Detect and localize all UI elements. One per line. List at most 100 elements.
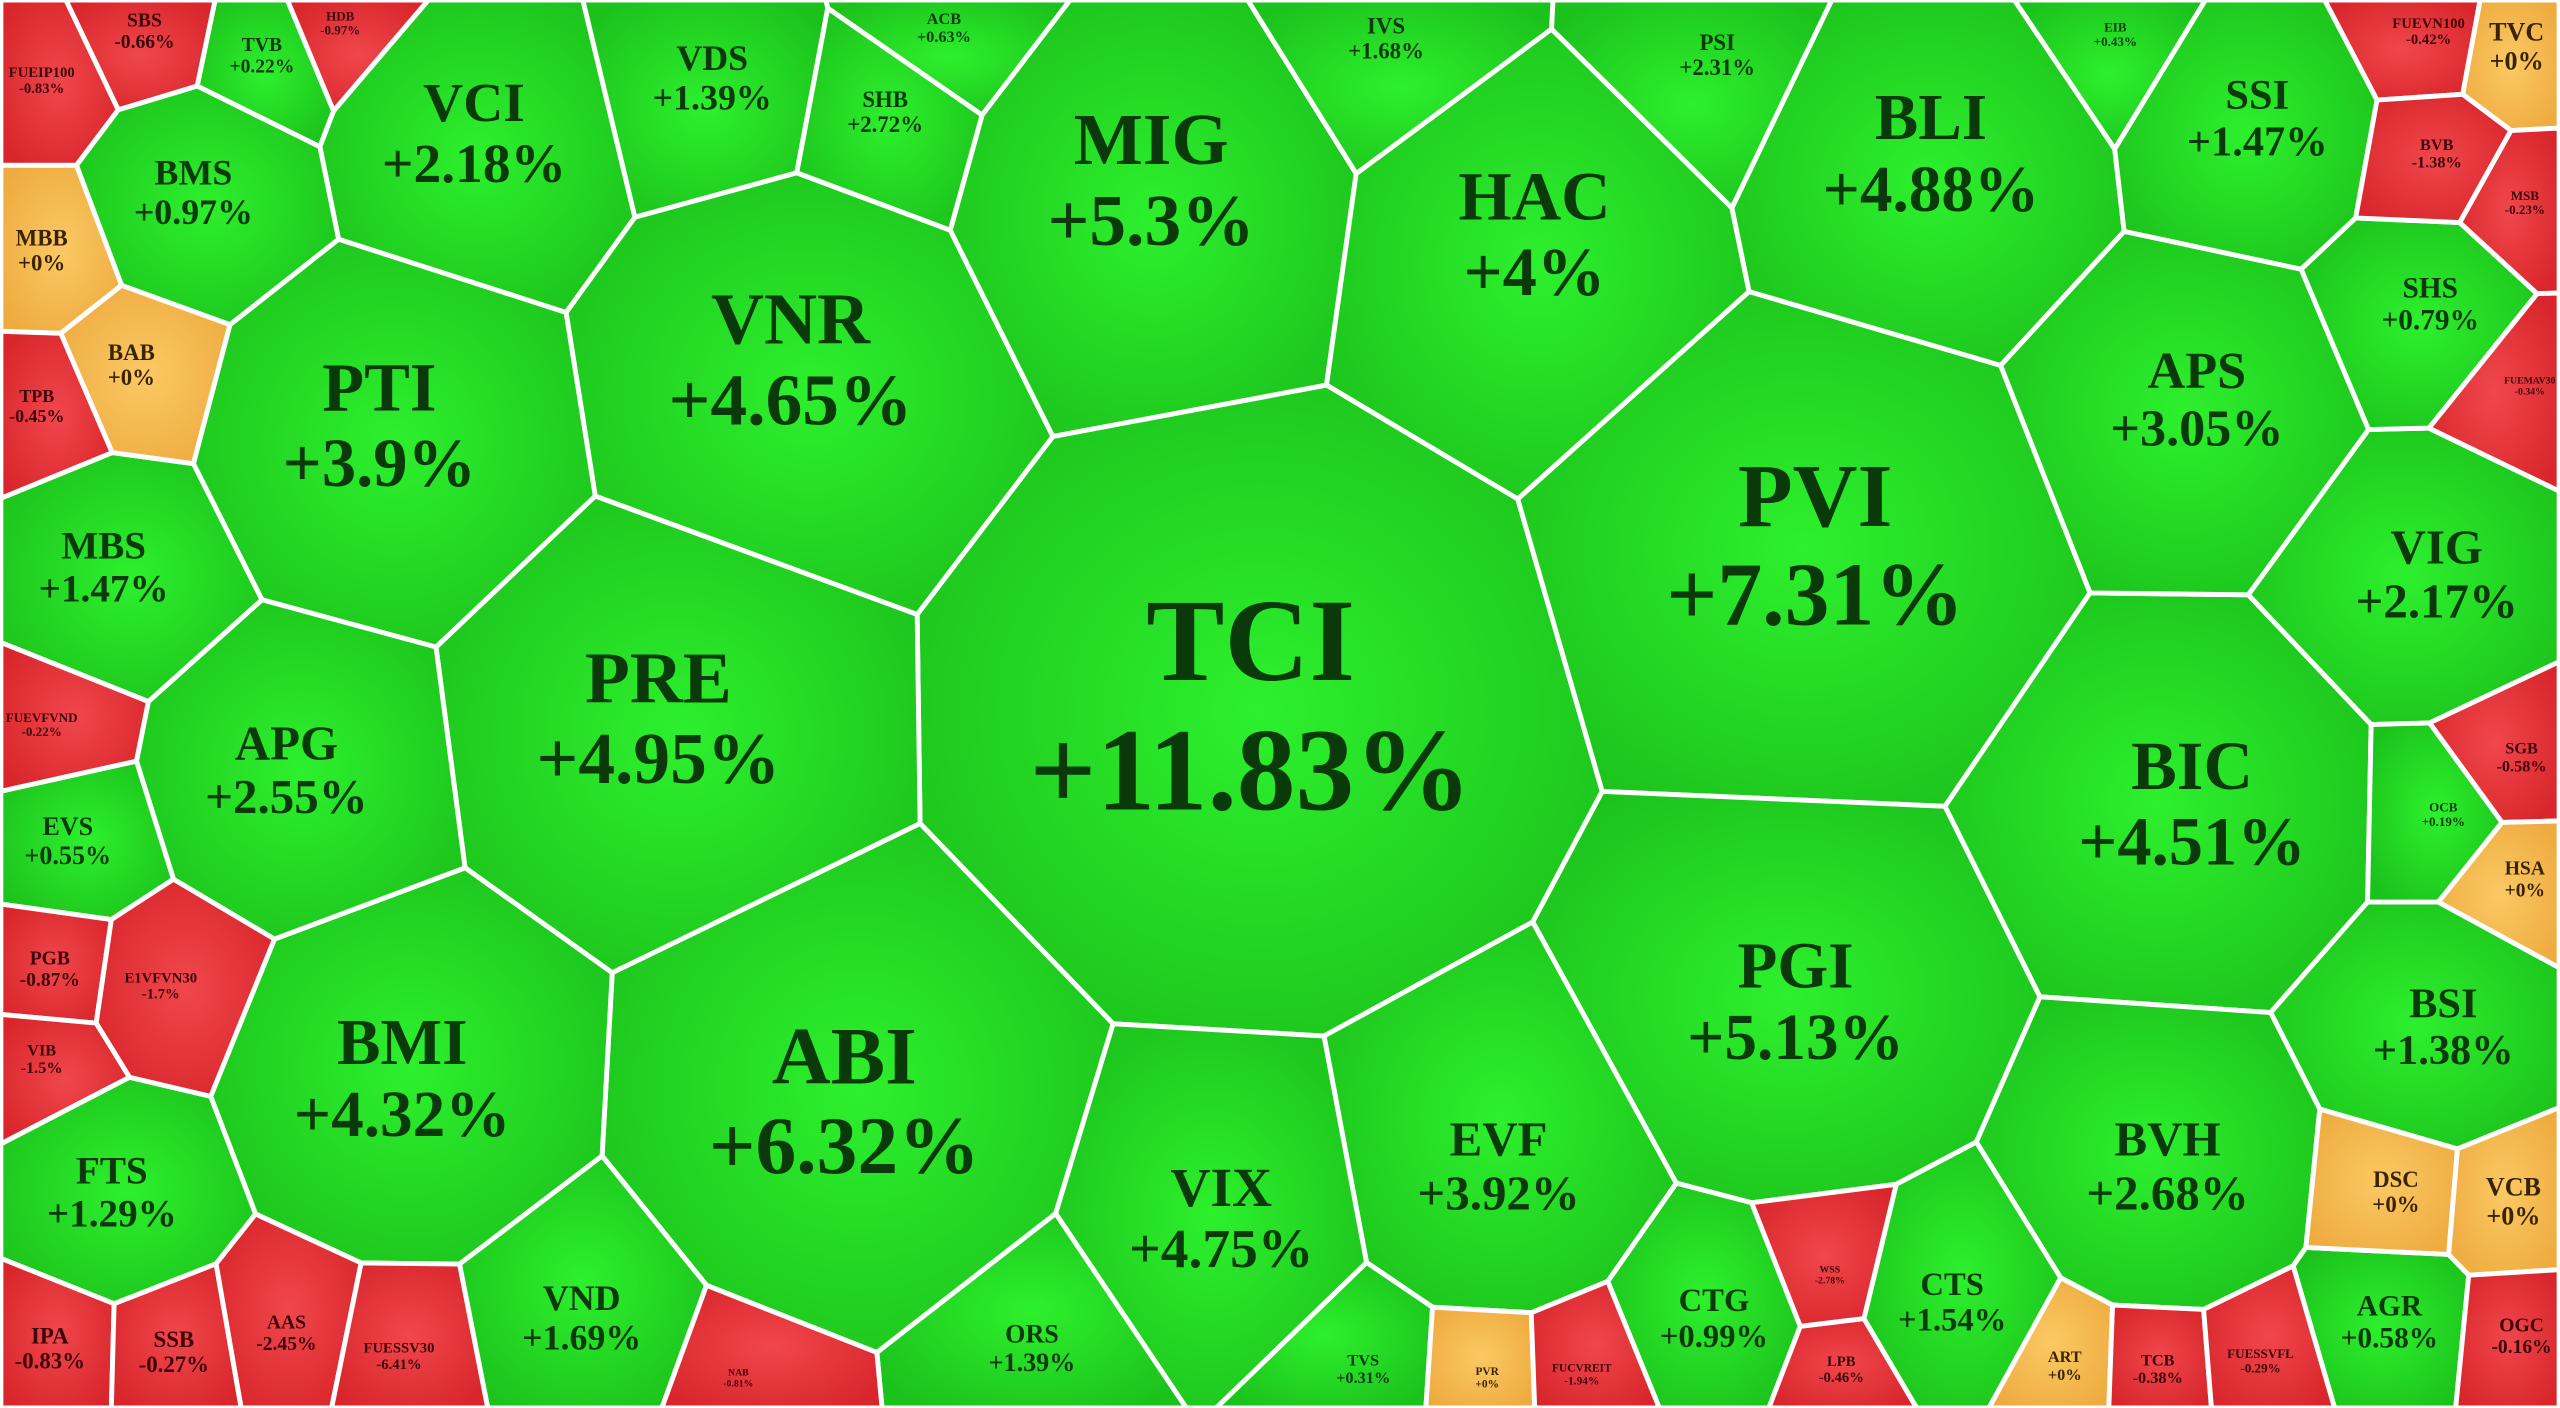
ticker: SSI [2225, 72, 2289, 119]
change: +1.39% [989, 1348, 1076, 1377]
ticker: PTI [322, 349, 436, 425]
cell [1423, 1304, 1538, 1408]
change: -0.42% [2406, 32, 2451, 48]
ticker: E1VFVN30 [125, 970, 198, 986]
ticker: CTG [1679, 1283, 1750, 1319]
cell [0, 640, 151, 794]
ticker: BSI [2409, 981, 2477, 1028]
cell-label: SSB-0.27% [139, 1327, 209, 1377]
change: +4.32% [294, 1079, 511, 1151]
cell-label: AGR+0.58% [2341, 1290, 2438, 1354]
change: -0.46% [1819, 1370, 1864, 1386]
ticker: IVS [1367, 13, 1405, 38]
cell-label: APG+2.55% [205, 715, 367, 824]
change: +1.47% [2187, 118, 2328, 165]
cell-label: ART+0% [2048, 1347, 2082, 1384]
cell-label: SBS-0.66% [114, 10, 174, 53]
cell [2435, 818, 2560, 971]
cell-label: ACB+0.63% [917, 9, 971, 46]
cell [2446, 1105, 2560, 1278]
change: +5.3% [1048, 180, 1255, 261]
cell-label: FUEVN100-0.42% [2392, 16, 2465, 48]
cell-label: HSA+0% [2505, 859, 2546, 902]
cell-label: FUEIP100-0.83% [9, 65, 75, 97]
change: +4.75% [1129, 1218, 1313, 1279]
ticker: EIB [2104, 20, 2127, 35]
cell-label: SHB+2.72% [847, 87, 923, 137]
change: +0.55% [24, 841, 111, 870]
change: -1.38% [2412, 153, 2462, 172]
change: -0.81% [723, 1378, 753, 1389]
change: -0.16% [2491, 1337, 2551, 1358]
cell-label: VDS+1.39% [653, 38, 772, 117]
cell [329, 1260, 491, 1408]
cell [0, 328, 115, 501]
cell-label: VNR+4.65% [669, 279, 913, 441]
change: +2.55% [205, 769, 367, 824]
cell-label: LPB-0.46% [1819, 1354, 1864, 1386]
cell-shape [329, 1260, 491, 1408]
cell-label: DSC+0% [2372, 1167, 2419, 1217]
change: +0% [2048, 1365, 2082, 1384]
cell-shape [2201, 1263, 2338, 1408]
cell-label: VCI+2.18% [382, 72, 566, 194]
ticker: PGI [1738, 930, 1854, 1002]
cell-label: PGI+5.13% [1687, 930, 1904, 1074]
ticker: FUEVN100 [2392, 16, 2465, 32]
change: +0% [2486, 1201, 2540, 1230]
cell-label: FUESSVFL-0.29% [2227, 1346, 2294, 1375]
cell-shape [2457, 125, 2560, 297]
change: -0.34% [2515, 386, 2545, 397]
ticker: MIG [1074, 99, 1229, 180]
cell-label: TCI+11.83% [1030, 576, 1472, 835]
ticker: BVB [2420, 135, 2454, 154]
ticker: VNR [711, 279, 871, 360]
ticker: BMS [155, 152, 233, 192]
cell [659, 1282, 885, 1408]
change: +6.32% [709, 1100, 980, 1191]
change: +0.19% [2422, 814, 2465, 829]
cell-label: FUESSV30-6.41% [364, 1341, 435, 1373]
cell-label: EVS+0.55% [24, 812, 111, 870]
cell-label: BSI+1.38% [2373, 981, 2514, 1075]
cell-label: VIG+2.17% [2356, 520, 2518, 629]
cell-label: PVR+0% [1475, 1366, 1499, 1391]
ticker: NAB [728, 1367, 749, 1378]
cell-label: CTS+1.54% [1898, 1267, 2006, 1339]
cell-label: FUEVFVND-0.22% [6, 710, 78, 739]
change: -0.66% [114, 32, 174, 53]
change: +0.63% [917, 27, 971, 46]
cell [284, 0, 431, 114]
ticker: WSS [1820, 1265, 1841, 1276]
cell-shape [284, 0, 431, 114]
cell-shape [2446, 1105, 2560, 1278]
change: -0.45% [9, 406, 64, 426]
ticker: PVI [1738, 447, 1893, 546]
change: +0.97% [134, 192, 253, 232]
change: +3.92% [1417, 1166, 1579, 1221]
ticker: BIC [2131, 728, 2253, 804]
ticker: PGB [30, 948, 70, 969]
ticker: BMI [337, 1007, 468, 1079]
ticker: SGB [2505, 738, 2538, 757]
change: +4.65% [669, 359, 913, 440]
ticker: SHS [2402, 272, 2458, 304]
change: -0.97% [320, 23, 360, 38]
ticker: TPB [19, 386, 54, 406]
ticker: ORS [1005, 1320, 1059, 1349]
cell-label: MSB-0.23% [2505, 188, 2545, 217]
ticker: BVH [2115, 1112, 2221, 1167]
ticker: VCB [2486, 1173, 2541, 1202]
change: -1.7% [142, 987, 180, 1003]
cell-label: PVI+7.31% [1666, 447, 1964, 645]
change: +0.22% [229, 56, 294, 77]
cell-label: VND+1.69% [522, 1278, 641, 1357]
change: +2.17% [2356, 573, 2518, 628]
change: +0.43% [2094, 34, 2137, 49]
cell-label: OCB+0.19% [2422, 800, 2465, 829]
ticker: FTS [76, 1149, 148, 1192]
ticker: IPA [31, 1324, 69, 1349]
change: -0.83% [15, 1349, 85, 1374]
cell-label: MBS+1.47% [39, 524, 169, 610]
ticker: FUCVREIT [1552, 1363, 1612, 1375]
